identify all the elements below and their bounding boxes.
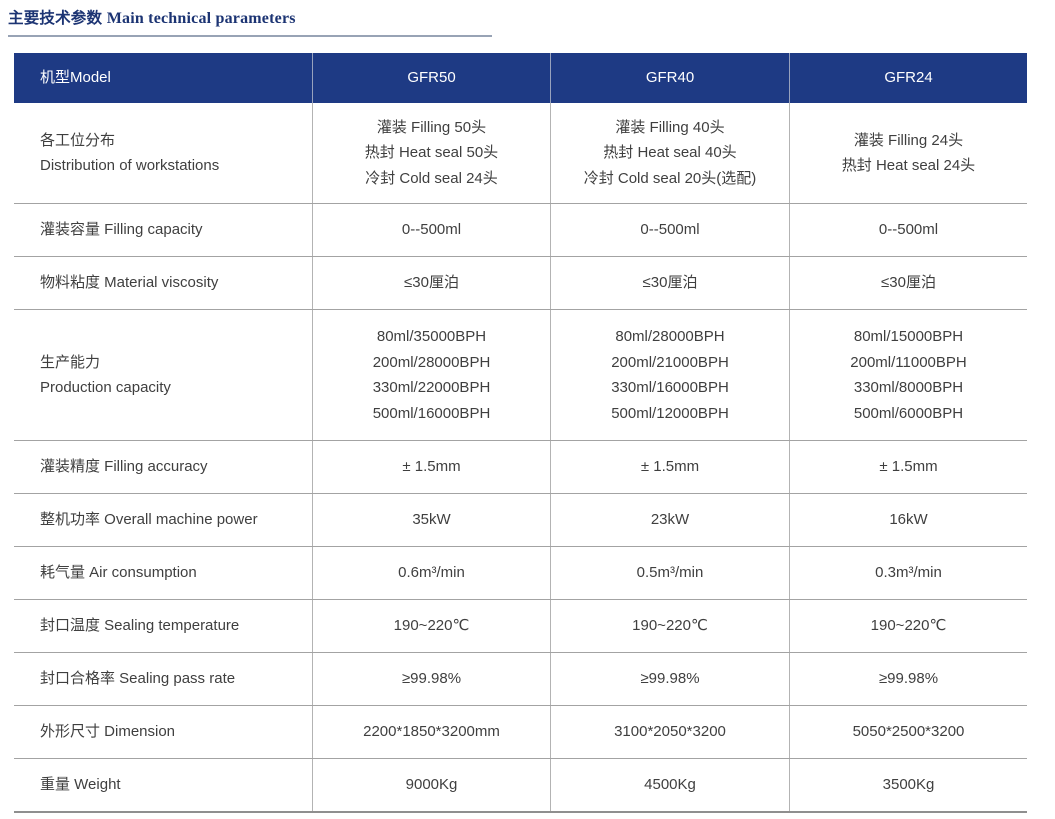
cell-value: ± 1.5mm xyxy=(789,441,1027,493)
cell-value: 80ml/28000BPH 200ml/21000BPH 330ml/16000… xyxy=(550,310,789,440)
cell-value: 灌装 Filling 50头 热封 Heat seal 50头 冷封 Cold … xyxy=(312,103,550,203)
table-row-air-consumption: 耗气量 Air consumption 0.6m³/min 0.5m³/min … xyxy=(14,547,1027,600)
table-row-dimension: 外形尺寸 Dimension 2200*1850*3200mm 3100*205… xyxy=(14,706,1027,759)
cell-value: 3100*2050*3200 xyxy=(550,706,789,758)
cell-value: 9000Kg xyxy=(312,759,550,811)
cell-value: 4500Kg xyxy=(550,759,789,811)
cell-value: 190~220℃ xyxy=(550,600,789,652)
cell-value: 0.5m³/min xyxy=(550,547,789,599)
cell-value: 0--500ml xyxy=(550,204,789,256)
cell-value: 0.6m³/min xyxy=(312,547,550,599)
row-label: 灌装容量 Filling capacity xyxy=(40,221,203,239)
spec-table: 机型Model GFR50 GFR40 GFR24 各工位分布 Distribu… xyxy=(14,53,1027,813)
table-row-filling-accuracy: 灌装精度 Filling accuracy ± 1.5mm ± 1.5mm ± … xyxy=(14,441,1027,494)
page-title-block: 主要技术参数 Main technical parameters xyxy=(8,6,500,37)
row-label: 外形尺寸 Dimension xyxy=(40,723,176,741)
cell-value: ± 1.5mm xyxy=(550,441,789,493)
table-row-machine-power: 整机功率 Overall machine power 35kW 23kW 16k… xyxy=(14,494,1027,547)
cell-value: ≥99.98% xyxy=(312,653,550,705)
cell-value: ≥99.98% xyxy=(789,653,1027,705)
cell-value: 190~220℃ xyxy=(789,600,1027,652)
cell-value: 80ml/15000BPH 200ml/11000BPH 330ml/8000B… xyxy=(789,310,1027,440)
cell-value: 16kW xyxy=(789,494,1027,546)
row-label: 耗气量 Air consumption xyxy=(40,564,197,582)
cell-value: 3500Kg xyxy=(789,759,1027,811)
table-row-filling-capacity: 灌装容量 Filling capacity 0--500ml 0--500ml … xyxy=(14,204,1027,257)
row-label: 物料粘度 Material viscosity xyxy=(40,274,219,292)
cell-value: 35kW xyxy=(312,494,550,546)
header-model-cell: 机型Model xyxy=(40,69,111,87)
table-row-sealing-pass-rate: 封口合格率 Sealing pass rate ≥99.98% ≥99.98% … xyxy=(14,653,1027,706)
table-row-workstations: 各工位分布 Distribution of workstations 灌装 Fi… xyxy=(14,103,1027,204)
table-row-weight: 重量 Weight 9000Kg 4500Kg 3500Kg xyxy=(14,759,1027,813)
header-cell-gfr24: GFR24 xyxy=(789,53,1027,103)
cell-value: 80ml/35000BPH 200ml/28000BPH 330ml/22000… xyxy=(312,310,550,440)
page-title: 主要技术参数 Main technical parameters xyxy=(8,6,500,35)
cell-value: 0--500ml xyxy=(789,204,1027,256)
row-label: 整机功率 Overall machine power xyxy=(40,511,258,529)
cell-value: ≤30厘泊 xyxy=(789,257,1027,309)
cell-value: ≤30厘泊 xyxy=(550,257,789,309)
page-title-zh: 主要技术参数 xyxy=(8,10,103,27)
cell-value: ≤30厘泊 xyxy=(312,257,550,309)
row-label: 封口合格率 Sealing pass rate xyxy=(40,670,236,688)
cell-value: 23kW xyxy=(550,494,789,546)
cell-value: ± 1.5mm xyxy=(312,441,550,493)
header-cell-gfr40: GFR40 xyxy=(550,53,789,103)
table-row-sealing-temperature: 封口温度 Sealing temperature 190~220℃ 190~22… xyxy=(14,600,1027,653)
table-header-row: 机型Model GFR50 GFR40 GFR24 xyxy=(14,53,1027,103)
cell-value: 0--500ml xyxy=(312,204,550,256)
cell-value: 0.3m³/min xyxy=(789,547,1027,599)
cell-value: 灌装 Filling 40头 热封 Heat seal 40头 冷封 Cold … xyxy=(550,103,789,203)
header-cell-gfr50: GFR50 xyxy=(312,53,550,103)
page-title-en: Main technical parameters xyxy=(106,10,296,27)
cell-value: 灌装 Filling 24头 热封 Heat seal 24头 xyxy=(789,103,1027,203)
title-underline xyxy=(8,35,492,37)
cell-value: 5050*2500*3200 xyxy=(789,706,1027,758)
row-label: 生产能力 Production capacity xyxy=(40,353,171,397)
row-label: 各工位分布 Distribution of workstations xyxy=(40,131,220,175)
cell-value: 190~220℃ xyxy=(312,600,550,652)
table-row-production-capacity: 生产能力 Production capacity 80ml/35000BPH 2… xyxy=(14,310,1027,441)
row-label: 重量 Weight xyxy=(40,776,121,794)
cell-value: 2200*1850*3200mm xyxy=(312,706,550,758)
row-label: 灌装精度 Filling accuracy xyxy=(40,458,208,476)
table-row-material-viscosity: 物料粘度 Material viscosity ≤30厘泊 ≤30厘泊 ≤30厘… xyxy=(14,257,1027,310)
row-label: 封口温度 Sealing temperature xyxy=(40,617,240,635)
cell-value: ≥99.98% xyxy=(550,653,789,705)
